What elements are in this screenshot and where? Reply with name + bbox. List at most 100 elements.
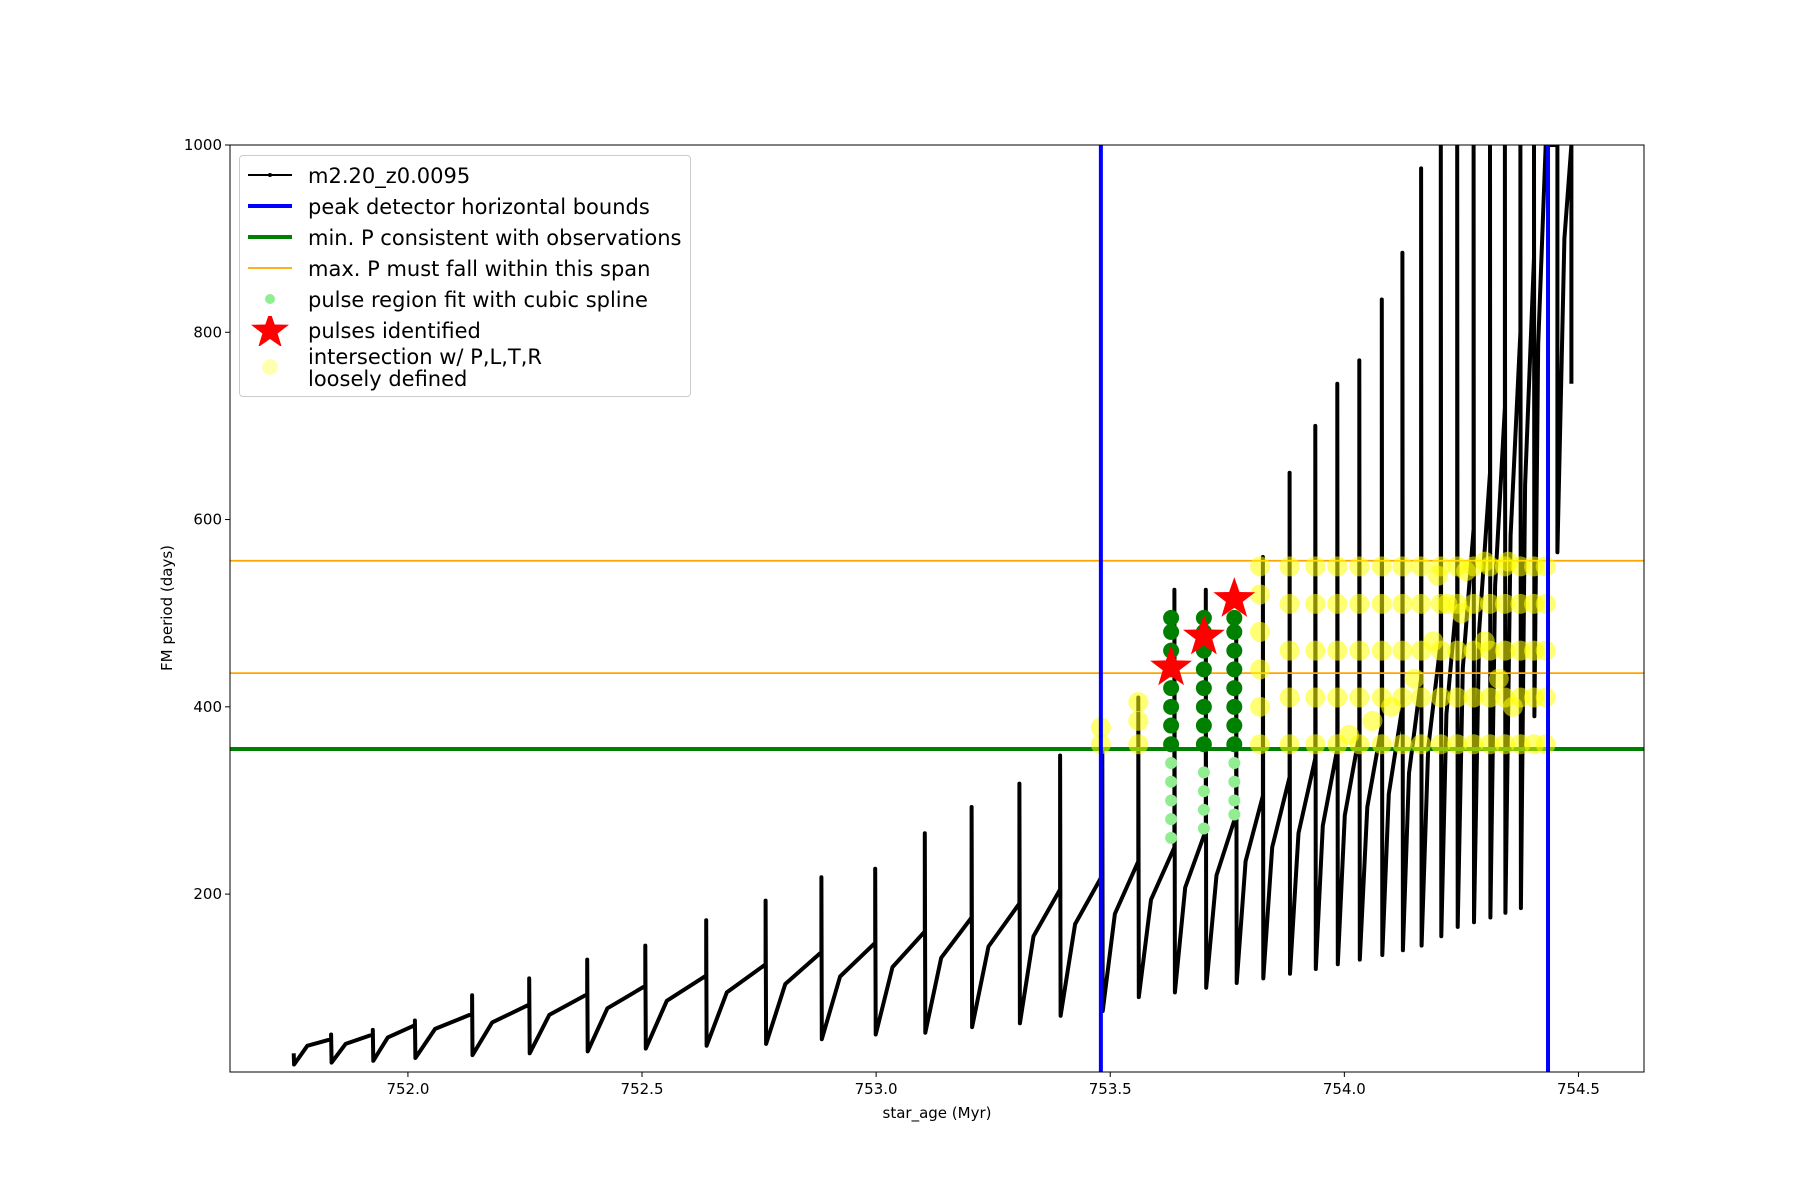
legend-swatch — [265, 293, 275, 304]
x-tick-label: 752.0 — [386, 1080, 429, 1098]
series-line — [291, 145, 1574, 1067]
scatter-point — [1197, 803, 1210, 816]
pulse-star — [1213, 577, 1256, 617]
intersection-point — [1447, 640, 1468, 661]
intersection-point — [1279, 734, 1300, 755]
intersection-point — [1305, 640, 1326, 661]
intersection-point — [1411, 593, 1432, 614]
y-tick-label: 1000 — [184, 136, 222, 154]
legend-star — [251, 315, 289, 346]
intersection-point — [1279, 687, 1300, 708]
scatter-point — [1228, 775, 1241, 788]
scatter-point — [1226, 717, 1243, 734]
intersection-point — [1250, 659, 1271, 680]
scatter-point — [1228, 808, 1241, 821]
scatter-point — [1163, 736, 1180, 753]
intersection-point — [1250, 621, 1271, 642]
scatter-point — [1197, 785, 1210, 798]
intersection-point — [1128, 692, 1149, 713]
intersection-point — [1392, 640, 1413, 661]
scatter-point — [1195, 680, 1212, 697]
legend-label: m2.20_z0.0095 — [308, 163, 471, 188]
intersection-point — [1279, 556, 1300, 577]
scatter-point — [1165, 813, 1178, 826]
intersection-point — [1250, 734, 1271, 755]
legend-label: min. P consistent with observations — [308, 225, 682, 250]
intersection-point — [1279, 640, 1300, 661]
legend-label: max. P must fall within this span — [308, 256, 651, 281]
intersection-point — [1479, 593, 1500, 614]
scatter-point — [1165, 757, 1178, 769]
legend-label: peak detector horizontal bounds — [308, 194, 650, 219]
intersection-point — [1535, 640, 1556, 661]
scatter-point — [1165, 794, 1178, 807]
x-tick-label: 754.0 — [1323, 1080, 1366, 1098]
legend-entry: pulse region fit with cubic spline — [240, 284, 690, 315]
intersection-point — [1488, 668, 1509, 689]
pulse-star — [1183, 614, 1225, 655]
legend-swatch — [248, 266, 292, 269]
scatter-point — [1228, 757, 1241, 769]
intersection-point — [1535, 687, 1556, 708]
legend-entry: intersection w/ P,L,T,R loosely defined — [240, 346, 690, 390]
intersection-point — [1535, 734, 1556, 755]
intersection-point — [1371, 640, 1392, 661]
legend-swatch — [248, 172, 292, 177]
intersection-point — [1128, 710, 1149, 731]
scatter-point — [1197, 766, 1210, 779]
intersection-point — [1494, 640, 1515, 661]
legend-entry: peak detector horizontal bounds — [240, 191, 690, 222]
intersection-point — [1392, 734, 1413, 755]
intersection-point — [1362, 710, 1383, 731]
intersection-point — [1339, 724, 1360, 745]
intersection-point — [1498, 551, 1519, 572]
scatter-point — [1228, 794, 1241, 807]
intersection-point — [1494, 734, 1515, 755]
legend-swatch — [262, 359, 278, 375]
intersection-point — [1474, 551, 1495, 572]
intersection-point — [1479, 734, 1500, 755]
pulse-star — [1150, 645, 1192, 686]
intersection-point — [1327, 687, 1348, 708]
intersection-point — [1447, 734, 1468, 755]
intersection-point — [1250, 584, 1271, 605]
scatter-point — [1195, 736, 1212, 753]
scatter-point — [1163, 609, 1180, 626]
x-axis-label: star_age (Myr) — [883, 1104, 992, 1123]
scatter-point — [1226, 642, 1243, 659]
intersection-point — [1535, 593, 1556, 614]
legend-label: intersection w/ P,L,T,R loosely defined — [308, 345, 542, 391]
scatter-point — [1195, 661, 1212, 678]
plot-layer — [230, 145, 1644, 1072]
scatter-point — [1163, 680, 1180, 697]
intersection-point — [1447, 687, 1468, 708]
intersection-point — [1437, 593, 1458, 614]
scatter-point — [1197, 822, 1210, 835]
x-tick-label: 753.0 — [855, 1080, 898, 1098]
intersection-point — [1456, 561, 1477, 582]
y-tick-label: 600 — [193, 511, 222, 529]
intersection-point — [1463, 734, 1484, 755]
intersection-point — [1411, 687, 1432, 708]
intersection-point — [1250, 696, 1271, 717]
intersection-point — [1463, 687, 1484, 708]
intersection-point — [1474, 631, 1495, 652]
scatter-point — [1163, 698, 1180, 715]
intersection-point — [1128, 734, 1149, 755]
scatter-point — [1226, 661, 1243, 678]
scatter-point — [1226, 680, 1243, 697]
plot-frame — [229, 144, 1645, 1073]
legend-dot — [265, 293, 275, 304]
intersection-point — [1371, 734, 1392, 755]
intersection-point — [1327, 593, 1348, 614]
intersection-point — [1392, 593, 1413, 614]
intersection-point — [1305, 687, 1326, 708]
intersection-point — [1411, 556, 1432, 577]
intersection-point — [1371, 593, 1392, 614]
intersection-point — [1423, 631, 1444, 652]
intersection-point — [1494, 593, 1515, 614]
x-tick-label: 754.5 — [1557, 1080, 1600, 1098]
x-tick-label: 752.5 — [621, 1080, 664, 1098]
legend-entry: pulses identified — [240, 315, 690, 346]
